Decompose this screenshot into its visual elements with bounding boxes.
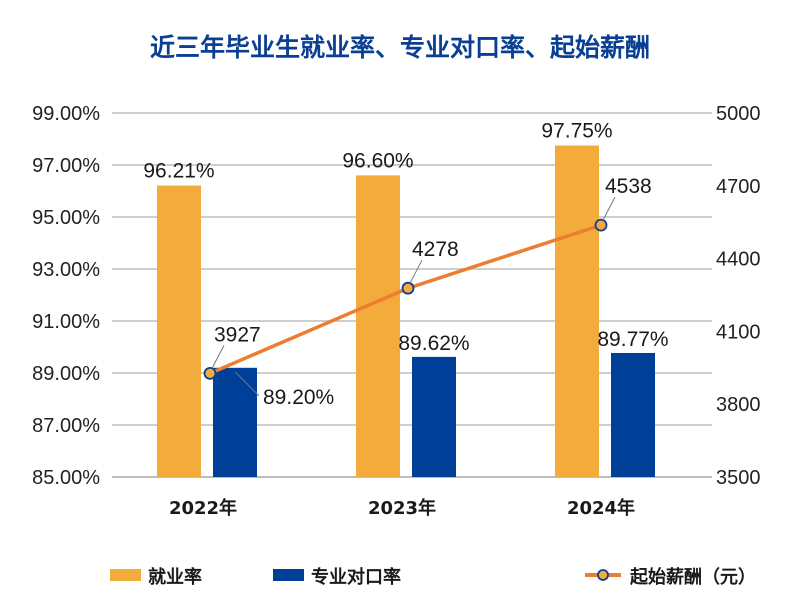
data-label-major-match-rate: 89.77% <box>597 328 668 351</box>
data-label-salary: 4538 <box>605 175 652 198</box>
legend-label-major-match-rate: 专业对口率 <box>311 566 401 588</box>
leader-line <box>234 371 260 397</box>
right-tick-label: 3800 <box>716 394 761 416</box>
category-label: 2024年 <box>567 497 635 519</box>
bar-major-match-rate <box>611 352 655 477</box>
bars <box>157 145 655 478</box>
data-label-employment-rate: 97.75% <box>541 120 612 143</box>
left-tick-label: 99.00% <box>32 103 100 125</box>
salary-point-marker <box>401 281 415 295</box>
leader-line <box>211 345 225 369</box>
left-tick-label: 97.00% <box>32 155 100 177</box>
right-tick-label: 4400 <box>716 249 761 271</box>
legend: 就业率 专业对口率 起始薪酬（元） <box>110 566 756 588</box>
category-labels: 2022年 2023年 2024年 <box>169 497 635 519</box>
bar-major-match-rate <box>213 367 257 477</box>
left-tick-label: 85.00% <box>32 467 100 489</box>
bar-employment-rate <box>157 185 201 478</box>
right-tick-label: 3500 <box>716 467 761 489</box>
legend-label-employment-rate: 就业率 <box>148 566 202 588</box>
category-label: 2023年 <box>368 497 436 519</box>
data-label-salary: 4278 <box>412 238 459 261</box>
left-tick-label: 87.00% <box>32 415 100 437</box>
right-axis-ticks: 5000 4700 4400 4100 3800 3500 <box>716 103 761 489</box>
category-label: 2022年 <box>169 497 237 519</box>
data-label-salary: 3927 <box>214 323 261 346</box>
left-tick-label: 95.00% <box>32 207 100 229</box>
data-label-major-match-rate: 89.62% <box>398 332 469 355</box>
bar-employment-rate <box>555 145 599 477</box>
chart-title: 近三年毕业生就业率、专业对口率、起始薪酬 <box>149 33 650 62</box>
bar-major-match-rate <box>412 356 456 477</box>
leader-line <box>409 259 423 284</box>
left-axis-ticks: 99.00% 97.00% 95.00% 93.00% 91.00% 89.00% 87.0… <box>32 103 100 489</box>
data-labels: 96.21% 89.20% 96.60% 89.62% 97.75% 89.77% 3927… <box>143 120 668 409</box>
salary-line <box>203 218 608 380</box>
right-tick-label: 4100 <box>716 321 761 343</box>
right-tick-label: 5000 <box>716 103 761 125</box>
left-tick-label: 89.00% <box>32 363 100 385</box>
salary-point-marker <box>594 218 608 232</box>
salary-point-marker <box>203 366 217 380</box>
right-tick-label: 4700 <box>716 176 761 198</box>
data-label-employment-rate: 96.60% <box>342 149 413 172</box>
leader-line <box>602 196 616 221</box>
legend-swatch-employment-rate <box>110 569 141 581</box>
legend-swatch-major-match-rate <box>273 569 304 581</box>
data-label-employment-rate: 96.21% <box>143 160 214 183</box>
legend-label-salary: 起始薪酬（元） <box>629 566 756 588</box>
data-label-major-match-rate: 89.20% <box>263 386 334 409</box>
left-tick-label: 93.00% <box>32 259 100 281</box>
bar-employment-rate <box>356 175 400 477</box>
left-tick-label: 91.00% <box>32 311 100 333</box>
legend-swatch-salary-marker <box>597 569 609 581</box>
